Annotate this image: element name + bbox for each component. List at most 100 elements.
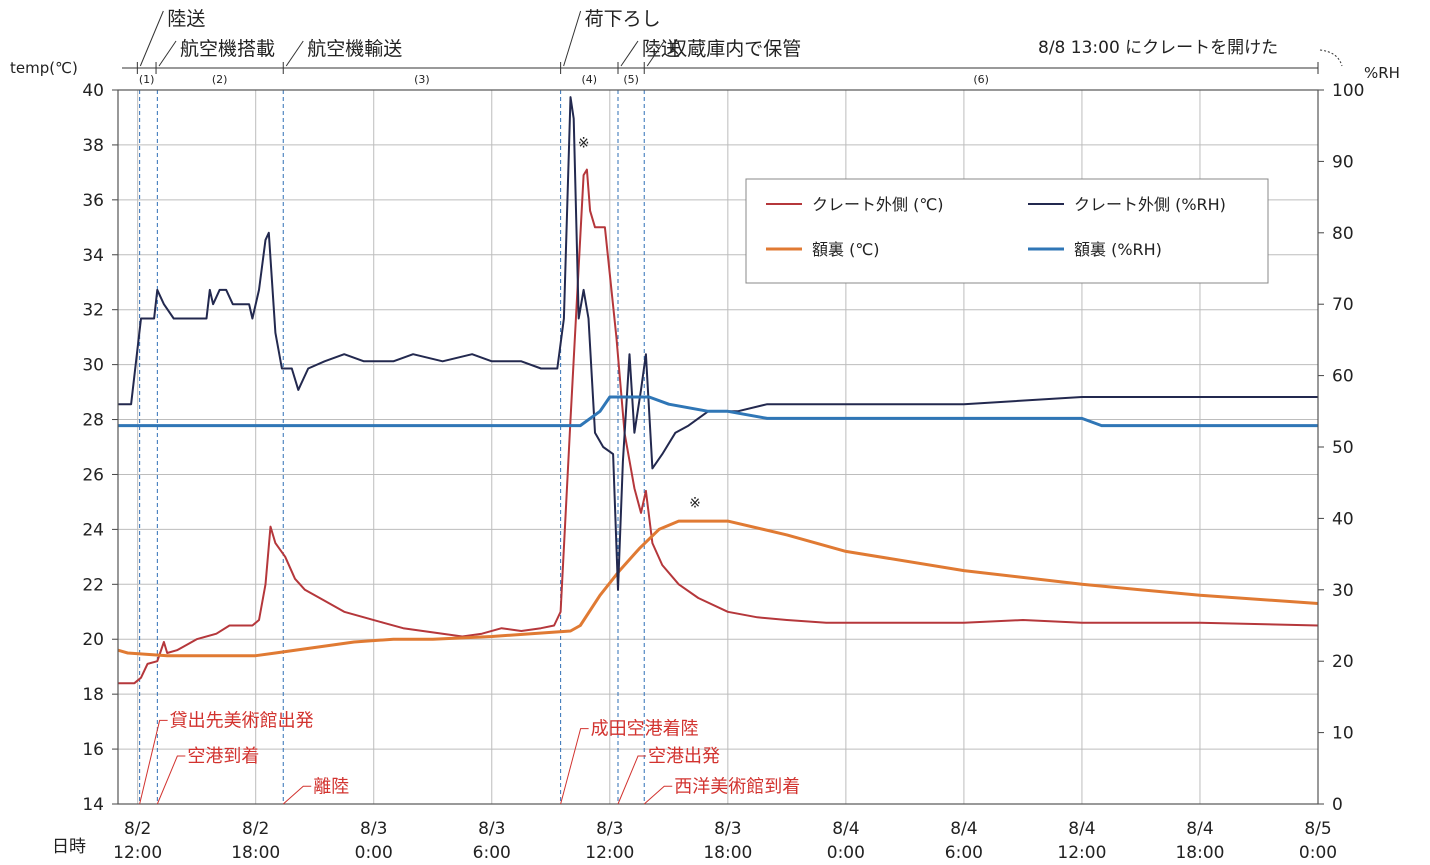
x-tick-label: 8/5	[1304, 819, 1331, 839]
phase-label: 陸送	[642, 38, 680, 60]
y2-tick-label: 40	[1332, 509, 1354, 529]
phase-leader-line	[620, 40, 639, 67]
opened-note: 8/8 13:00 にクレートを開けた	[1038, 38, 1278, 58]
x-tick-label: 8/3	[596, 819, 623, 839]
annotation-note-mark: ※	[689, 495, 701, 511]
phase-number: (4)	[582, 73, 598, 86]
y-tick-label: 38	[82, 136, 104, 156]
phase-leader-line	[139, 10, 164, 67]
y2-tick-label: 70	[1332, 295, 1354, 315]
x-tick-label: 8/3	[478, 819, 505, 839]
phase-leader-line	[158, 40, 177, 67]
legend: クレート外側 (℃) クレート外側 (%RH) 額裏 (℃) 額裏 (%RH)	[745, 178, 1269, 284]
x-tick-label: 0:00	[355, 843, 393, 863]
y-tick-label: 16	[82, 740, 104, 760]
event-label: 空港到着	[187, 746, 259, 767]
left-axis-label: temp(℃)	[10, 59, 78, 77]
y-tick-label: 26	[82, 465, 104, 485]
event-leader-line	[643, 785, 673, 805]
event-leader-line	[560, 728, 589, 805]
event-leader-line	[282, 785, 312, 805]
y2-tick-label: 60	[1332, 367, 1354, 387]
x-tick-label: 12:00	[113, 843, 162, 863]
x-tick-label: 12:00	[585, 843, 634, 863]
date-axis-label: 日時	[52, 837, 86, 857]
y2-tick-label: 30	[1332, 581, 1354, 601]
y-tick-label: 20	[82, 630, 104, 650]
plot-frame	[117, 89, 1319, 805]
event-label: 空港出発	[648, 746, 720, 767]
y2-tick-label: 10	[1332, 724, 1354, 744]
y-tick-label: 32	[82, 301, 104, 321]
y2-tick-label: 80	[1332, 224, 1354, 244]
x-tick-label: 6:00	[945, 843, 983, 863]
opened-note-leader	[1319, 49, 1343, 67]
event-label: 西洋美術館到着	[674, 776, 800, 797]
x-tick-label: 12:00	[1057, 843, 1106, 863]
y-tick-label: 36	[82, 191, 104, 211]
x-tick-label: 0:00	[827, 843, 865, 863]
annotation-note-mark: ※	[578, 136, 590, 152]
x-tick-label: 6:00	[473, 843, 511, 863]
event-label: 成田空港着陸	[591, 719, 699, 740]
x-tick-label: 8/2	[124, 819, 151, 839]
right-axis-label: %RH	[1364, 64, 1400, 82]
y2-tick-label: 90	[1332, 152, 1354, 172]
phase-leader-line	[285, 40, 304, 67]
event-leader-line	[156, 755, 186, 805]
y-tick-label: 24	[82, 520, 104, 540]
x-tick-label: 18:00	[231, 843, 280, 863]
series-line-1	[118, 168, 1319, 685]
phase-leader-line	[646, 40, 665, 67]
series-line-2	[117, 519, 1319, 658]
phase-label: 航空機搭載	[180, 38, 275, 60]
event-label: 離陸	[313, 776, 349, 797]
legend-entry-label: 額裏 (℃)	[812, 240, 880, 259]
y2-tick-label: 100	[1332, 81, 1364, 101]
axes: 14 16 18 20 22 24 26 28 30 32 34 36 38 40 0 10 20 30 40 50 6…	[82, 81, 1364, 863]
phase-label: 荷下ろし	[585, 8, 661, 30]
phase-number: (5)	[623, 73, 639, 86]
event-label: 貸出先美術館出発	[170, 710, 314, 731]
event-leader-line	[139, 719, 168, 805]
phase-label: 収蔵庫内で保管	[668, 38, 801, 60]
series-line-3	[118, 96, 1318, 591]
x-tick-label: 8/2	[242, 819, 269, 839]
y2-tick-label: 20	[1332, 652, 1354, 672]
y-tick-label: 34	[82, 246, 104, 266]
phase-leader-line	[563, 10, 582, 67]
x-tick-label: 8/4	[950, 819, 977, 839]
x-tick-label: 8/3	[714, 819, 741, 839]
x-tick-label: 18:00	[1175, 843, 1224, 863]
y-tick-label: 18	[82, 685, 104, 705]
phase-number: (6)	[973, 73, 989, 86]
legend-entry-label: クレート外側 (%RH)	[1074, 195, 1226, 214]
y-tick-label: 30	[82, 356, 104, 376]
series-line-4	[118, 395, 1318, 428]
phase-number: (2)	[212, 73, 228, 86]
y2-tick-label: 50	[1332, 438, 1354, 458]
x-tick-label: 8/4	[1186, 819, 1213, 839]
phase-timeline: (1)陸送(2)航空機搭載(3)航空機輸送(4)荷下ろし(5)陸送(6)収蔵庫内…	[122, 8, 1343, 86]
y-tick-label: 28	[82, 411, 104, 431]
x-tick-label: 8/4	[1068, 819, 1095, 839]
phase-label: 陸送	[167, 8, 205, 30]
legend-entry-label: クレート外側 (℃)	[812, 195, 944, 214]
y-tick-label: 14	[82, 795, 104, 815]
x-tick-label: 8/4	[832, 819, 859, 839]
event-marker-lines	[139, 90, 645, 804]
phase-number: (1)	[139, 73, 155, 86]
x-tick-label: 18:00	[703, 843, 752, 863]
data-series	[117, 96, 1319, 685]
y-tick-label: 22	[82, 575, 104, 595]
y2-tick-label: 0	[1332, 795, 1343, 815]
legend-entry-label: 額裏 (%RH)	[1074, 240, 1162, 259]
phase-number: (3)	[414, 73, 430, 86]
legend-box	[745, 178, 1269, 284]
x-tick-label: 0:00	[1299, 843, 1337, 863]
phase-label: 航空機輸送	[307, 38, 402, 60]
event-leader-line	[617, 755, 646, 805]
x-tick-label: 8/3	[360, 819, 387, 839]
